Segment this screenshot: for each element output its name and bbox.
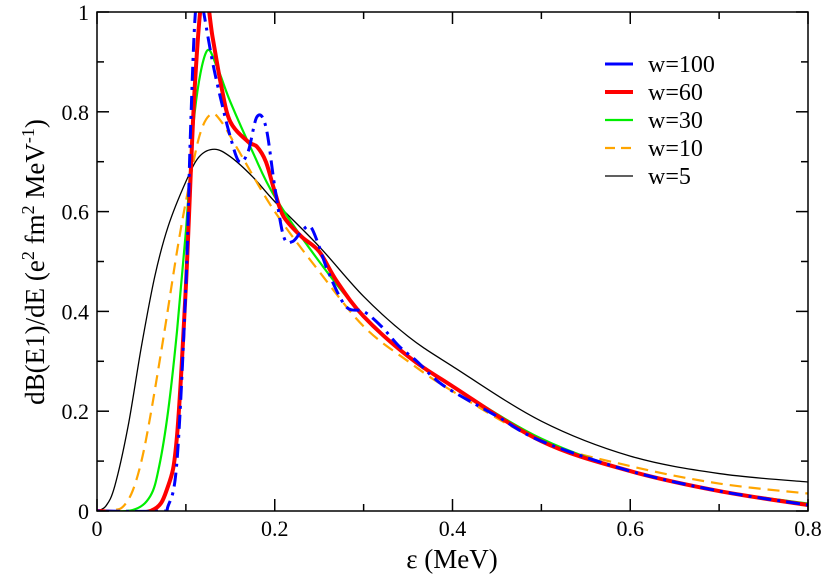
x-tick-label: 0: [92, 516, 103, 541]
series-group: [97, 12, 808, 511]
x-axis-label: ε (MeV): [406, 544, 498, 574]
legend-label: w=5: [648, 164, 691, 190]
legend-label: w=100: [648, 52, 715, 78]
x-tick-label: 0.4: [439, 516, 467, 541]
series-line-w=30: [97, 48, 808, 511]
y-tick-label: 0.4: [62, 299, 90, 324]
y-tick-label: 1: [78, 0, 89, 25]
y-tick-label: 0: [78, 499, 89, 524]
series-line-w=10: [97, 112, 808, 511]
legend-label: w=30: [648, 108, 703, 134]
ticks-group: [96, 11, 809, 512]
x-tick-labels: 0 0.2 0.4 0.6 0.8: [92, 516, 822, 541]
x-tick-label: 0.6: [617, 516, 645, 541]
y-tick-label: 0.6: [62, 200, 90, 225]
legend-label: w=10: [648, 136, 703, 162]
legend-label: w=60: [648, 80, 703, 106]
y-axis-label: dB(E1)/dE (e2 fm2 MeV-1): [18, 119, 50, 405]
series-line-w=100: [97, 12, 808, 511]
y-tick-labels: 0 0.2 0.4 0.6 0.8 1: [62, 0, 90, 524]
x-tick-label: 0.2: [261, 516, 289, 541]
series-line-w=5: [97, 148, 808, 511]
series-line-w=60: [97, 12, 808, 511]
x-tick-label: 0.8: [794, 516, 822, 541]
y-tick-label: 0.2: [62, 399, 90, 424]
y-tick-label: 0.8: [62, 100, 90, 125]
